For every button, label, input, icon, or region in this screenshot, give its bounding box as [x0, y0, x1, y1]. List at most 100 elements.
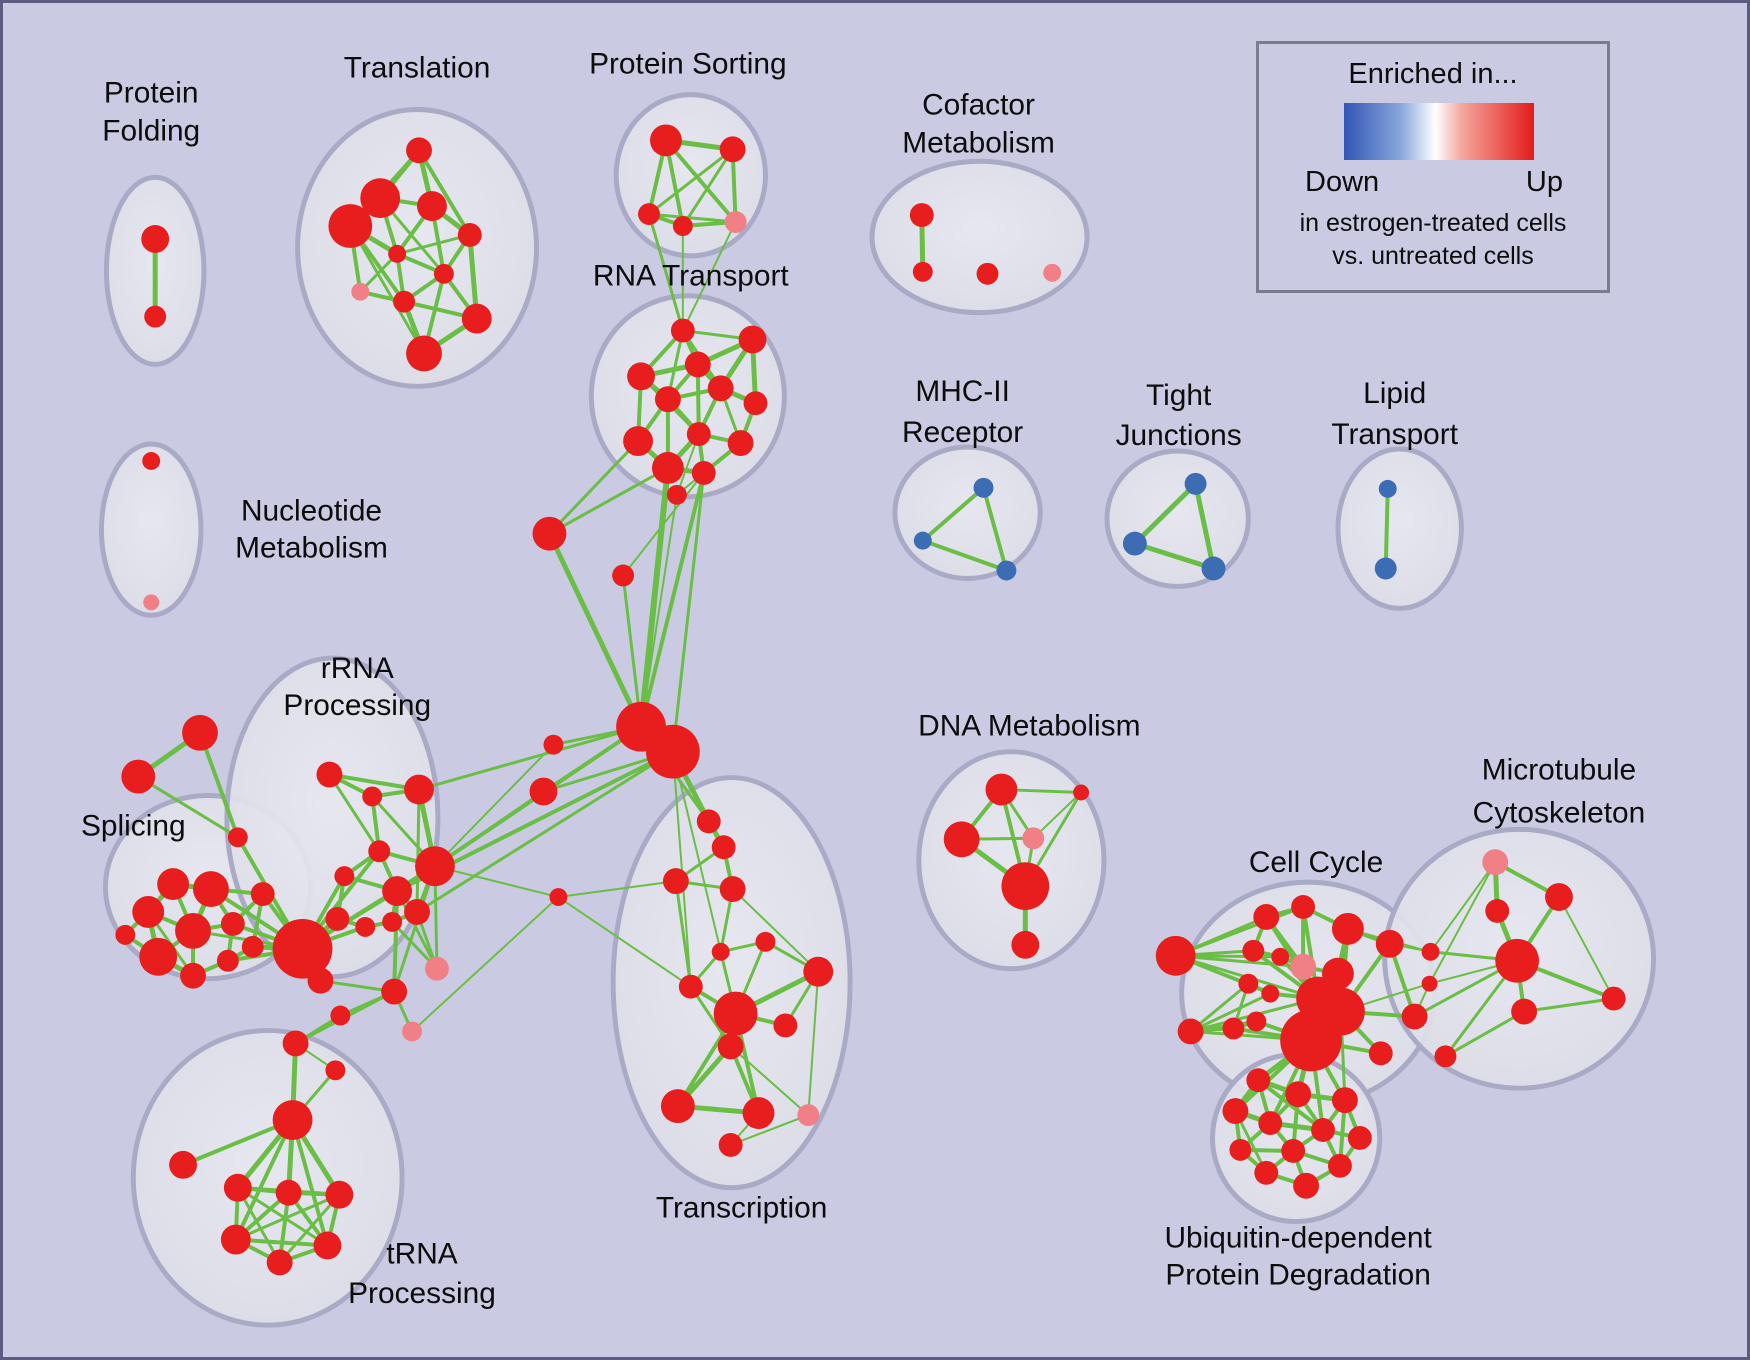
- edge: [557, 896, 692, 988]
- cluster-label-cell-cycle: Cell Cycle: [1249, 846, 1383, 879]
- cluster-label-rrna-processing: Processing: [283, 689, 431, 722]
- gene-set-node-58: [272, 918, 333, 979]
- gene-set-node-91: [529, 777, 558, 806]
- edge: [647, 212, 738, 224]
- edge: [1429, 861, 1497, 953]
- cluster-label-transcription: Transcription: [656, 1192, 827, 1225]
- gene-set-node-140: [1421, 942, 1440, 961]
- enrichment-map-network: Protein Folding Translation Protein Sorting…: [81, 48, 1657, 1328]
- cluster-label-trna-processing: tRNA: [386, 1237, 457, 1270]
- gene-set-node-25: [686, 422, 711, 447]
- cluster-label-mhc-ii-receptor: MHC-II: [915, 375, 1010, 408]
- edge: [395, 233, 472, 256]
- gene-set-node-37: [913, 531, 932, 550]
- gene-set-node-99: [717, 1033, 744, 1060]
- gene-set-node-121: [1271, 947, 1290, 966]
- gene-set-node-131: [1246, 1011, 1267, 1032]
- gene-set-node-70: [404, 899, 430, 925]
- edge: [233, 1237, 330, 1248]
- cluster-label-tight-junctions: Tight: [1146, 379, 1212, 412]
- cluster-ellipse-mhc-ii-receptor: [892, 444, 1043, 581]
- gene-set-node-83: [313, 1231, 342, 1260]
- legend-up-label: Up: [1525, 166, 1563, 198]
- edge: [278, 1193, 341, 1264]
- gene-set-node-57: [241, 935, 264, 958]
- gene-set-node-112: [1001, 862, 1050, 910]
- gene-set-node-97: [713, 991, 758, 1036]
- gene-set-node-73: [402, 1021, 423, 1042]
- gene-set-node-104: [696, 809, 721, 834]
- edge: [392, 889, 400, 994]
- gene-set-node-34: [142, 452, 161, 470]
- gene-set-node-124: [1238, 973, 1259, 994]
- gene-set-node-35: [143, 594, 160, 611]
- gene-set-node-24: [743, 391, 768, 416]
- edge: [729, 1045, 810, 1117]
- edge: [547, 439, 640, 536]
- gene-set-node-152: [1254, 1160, 1279, 1185]
- cluster-label-microtubule-cytoskeleton: Microtubule: [1482, 754, 1636, 787]
- gene-set-node-103: [718, 1132, 743, 1157]
- edge: [1428, 861, 1497, 985]
- gene-set-node-12: [406, 335, 442, 372]
- gene-set-node-133: [1434, 1045, 1457, 1068]
- cluster-label-splicing: Splicing: [81, 809, 186, 842]
- gene-set-node-142: [1246, 1068, 1271, 1093]
- gene-set-node-80: [275, 1179, 302, 1206]
- edge: [638, 464, 671, 730]
- gene-set-node-68: [355, 916, 376, 937]
- gene-set-node-14: [719, 136, 746, 163]
- edge: [411, 896, 560, 1033]
- cluster-ellipse-tight-junctions: [1104, 448, 1251, 589]
- gene-set-node-55: [216, 949, 239, 972]
- gene-set-node-43: [1374, 557, 1397, 580]
- gene-set-node-92: [549, 888, 568, 906]
- gene-set-node-62: [404, 774, 434, 805]
- edge: [433, 865, 560, 899]
- gene-set-node-119: [1375, 929, 1404, 958]
- gene-set-node-89: [646, 724, 700, 779]
- gene-set-node-81: [325, 1180, 354, 1209]
- gene-set-node-77: [272, 1100, 313, 1140]
- gene-set-node-82: [220, 1224, 251, 1255]
- cluster-ellipse-nucleotide-metabolism: [98, 441, 204, 618]
- gene-set-node-125: [1261, 984, 1280, 1003]
- gene-set-node-45: [121, 759, 156, 794]
- gene-set-node-137: [1495, 938, 1540, 983]
- gene-set-node-132: [1368, 1041, 1393, 1066]
- gene-set-node-41: [1201, 556, 1226, 581]
- gene-set-node-13: [649, 124, 682, 157]
- edge: [236, 1186, 282, 1264]
- gene-set-node-0: [141, 225, 170, 253]
- cluster-label-mhc-ii-receptor: Receptor: [902, 416, 1023, 449]
- gene-set-node-21: [627, 362, 655, 391]
- edge: [671, 471, 706, 754]
- gene-set-node-5: [328, 204, 373, 248]
- cluster-label-nucleotide-metabolism: Nucleotide: [241, 495, 382, 528]
- gene-set-node-67: [325, 906, 350, 931]
- gene-set-node-135: [1545, 883, 1573, 911]
- edge: [639, 470, 706, 729]
- gene-set-node-130: [1222, 1017, 1245, 1040]
- edge: [729, 1114, 810, 1146]
- gene-set-node-129: [1401, 1003, 1428, 1030]
- legend-subtitle-line1: in estrogen-treated cells: [1299, 209, 1567, 237]
- gene-set-node-86: [612, 564, 635, 587]
- gene-set-node-61: [362, 786, 383, 807]
- gene-set-node-9: [351, 282, 370, 301]
- gene-set-node-32: [976, 262, 999, 285]
- gene-set-node-94: [755, 931, 776, 952]
- cluster-label-protein-folding: Protein: [104, 77, 199, 110]
- edge: [1557, 896, 1615, 1000]
- gene-set-node-118: [1331, 912, 1364, 945]
- gene-set-node-100: [660, 1089, 695, 1124]
- edge: [1132, 481, 1199, 547]
- gene-set-node-11: [461, 303, 492, 334]
- edge: [417, 148, 472, 237]
- gene-set-node-31: [912, 261, 933, 282]
- gene-set-node-17: [724, 211, 747, 233]
- gene-set-node-101: [742, 1097, 775, 1130]
- gene-set-node-117: [1291, 895, 1316, 919]
- edge: [647, 212, 685, 333]
